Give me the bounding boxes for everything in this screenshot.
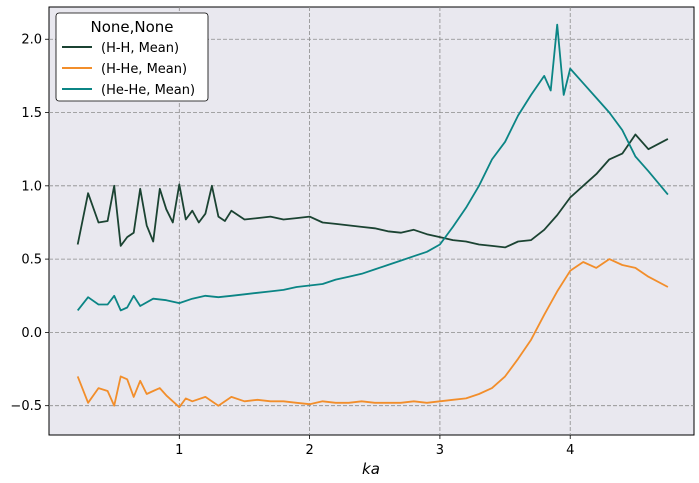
grid-lines xyxy=(49,7,694,435)
x-axis-label: ka xyxy=(362,460,380,478)
series-layer xyxy=(76,23,669,409)
y-tick-label: 2.0 xyxy=(21,33,42,48)
x-tick-label: 4 xyxy=(566,443,574,458)
legend-label: (He-He, Mean) xyxy=(101,83,195,98)
legend-label: (H-He, Mean) xyxy=(101,62,187,77)
y-axis-ticks: −0.5 0.0 0.5 1.0 1.5 2.0 xyxy=(10,33,49,414)
y-tick-label: −0.5 xyxy=(10,399,42,414)
x-tick-label: 1 xyxy=(175,443,183,458)
y-tick-label: 1.5 xyxy=(21,106,42,121)
y-tick-label: 0.0 xyxy=(21,326,42,341)
x-axis-ticks: 1 2 3 4 xyxy=(175,435,574,458)
series-line xyxy=(76,258,669,409)
legend-label: (H-H, Mean) xyxy=(101,41,179,56)
y-tick-label: 1.0 xyxy=(21,179,42,194)
legend-entries: (H-H, Mean) (H-He, Mean) (He-He, Mean) xyxy=(62,41,195,98)
x-tick-label: 3 xyxy=(436,443,444,458)
x-tick-label: 2 xyxy=(305,443,313,458)
legend-title: None,None xyxy=(90,18,173,36)
legend: None,None (H-H, Mean) (H-He, Mean) (He-He,… xyxy=(55,12,209,102)
series-line xyxy=(76,133,669,249)
y-tick-label: 0.5 xyxy=(21,253,42,268)
series-line xyxy=(76,23,669,312)
legend-box xyxy=(55,12,209,102)
